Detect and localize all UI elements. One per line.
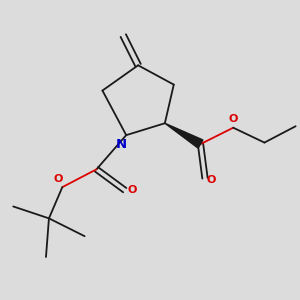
Text: O: O xyxy=(206,175,216,185)
Polygon shape xyxy=(165,123,203,148)
Text: O: O xyxy=(53,174,62,184)
Text: O: O xyxy=(229,114,238,124)
Text: N: N xyxy=(115,138,126,151)
Text: O: O xyxy=(128,185,137,195)
